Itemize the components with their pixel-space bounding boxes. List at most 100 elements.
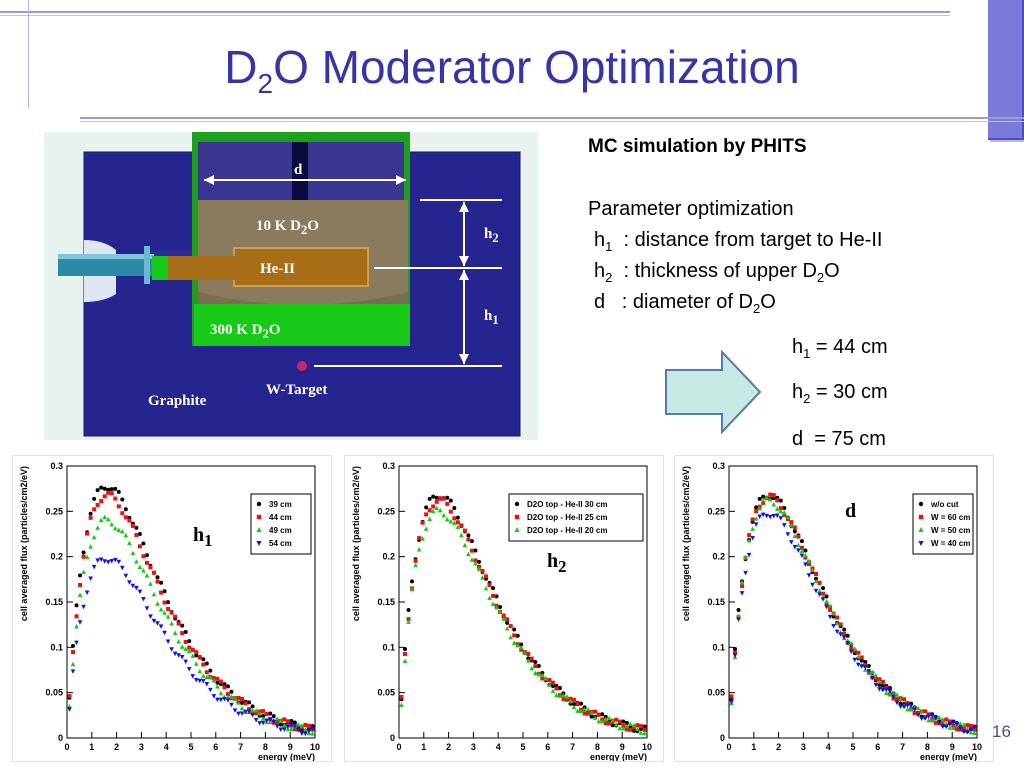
- data-point: [894, 697, 899, 702]
- data-point: [940, 717, 946, 722]
- legend-entry: W = 50 cm: [931, 526, 970, 535]
- data-point: [803, 548, 808, 553]
- data-point: [469, 539, 474, 544]
- data-point: [902, 697, 907, 702]
- data-point: [778, 508, 784, 513]
- data-point: [968, 729, 974, 735]
- data-point: [148, 581, 153, 586]
- data-point: [71, 643, 76, 648]
- data-point: [194, 650, 199, 655]
- d-label: d: [294, 162, 303, 178]
- data-point: [406, 617, 411, 622]
- data-point: [747, 533, 752, 538]
- data-point: [98, 557, 104, 562]
- data-point: [250, 712, 255, 718]
- h1-label: h1: [484, 308, 499, 327]
- data-point: [204, 674, 210, 679]
- data-point: [292, 727, 297, 732]
- data-point: [512, 627, 517, 632]
- y-tick-label: 0.3: [50, 461, 63, 471]
- param-h2: h2 : thickness of upper D2O: [594, 260, 840, 285]
- data-point: [771, 514, 777, 519]
- data-point: [250, 704, 255, 709]
- data-point: [540, 672, 545, 678]
- data-point: [821, 591, 826, 596]
- data-point: [434, 495, 439, 500]
- data-point: [628, 721, 633, 727]
- data-point: [842, 631, 847, 636]
- data-point: [113, 486, 118, 491]
- data-point: [508, 624, 513, 629]
- data-point: [281, 727, 287, 732]
- y-tick-label: 0.2: [712, 552, 725, 562]
- data-point: [803, 555, 808, 560]
- data-point: [617, 725, 623, 731]
- data-point: [399, 702, 404, 707]
- data-point: [271, 719, 277, 725]
- data-point: [289, 722, 294, 728]
- data-point: [232, 708, 238, 713]
- data-point: [176, 639, 181, 644]
- data-point: [757, 514, 762, 519]
- data-point: [102, 559, 107, 564]
- legend-entry: D2O top - He-II 20 cm: [527, 526, 607, 535]
- data-point: [151, 591, 157, 597]
- y-axis-label: cell averaged flux (particles/cm2/eV): [351, 466, 361, 621]
- data-point: [134, 533, 139, 538]
- data-point: [91, 564, 97, 570]
- plot-d: 0 1 2 3 4 5 6 7 8 9 10 0 0.05 0.1 0.15 0.2 0.25 0.3 energy…: [674, 455, 994, 762]
- result-arrow-icon: [665, 350, 762, 434]
- legend-box: [508, 493, 644, 542]
- data-point: [299, 731, 305, 737]
- data-point: [572, 702, 577, 707]
- data-point: [764, 494, 769, 500]
- data-point: [271, 714, 276, 719]
- data-point: [610, 717, 616, 723]
- data-point: [792, 525, 797, 530]
- data-point: [134, 585, 139, 591]
- data-point: [102, 494, 107, 499]
- data-point: [785, 514, 791, 520]
- data-point: [141, 541, 146, 546]
- title-underline: [80, 117, 1024, 119]
- data-point: [838, 622, 843, 627]
- data-point: [274, 716, 280, 721]
- data-point: [761, 494, 766, 499]
- data-point: [109, 521, 115, 527]
- legend-entry: D2O top - He-II 30 cm: [527, 500, 607, 509]
- y-tick-label: 0.25: [707, 506, 725, 516]
- data-point: [849, 646, 854, 651]
- data-point: [187, 639, 192, 644]
- warm-d2o: [194, 304, 410, 346]
- data-point: [505, 617, 510, 622]
- data-point: [631, 722, 637, 728]
- data-point: [424, 505, 429, 510]
- data-point: [750, 536, 755, 541]
- data-point: [190, 648, 195, 653]
- x-tick-label: 2: [776, 742, 781, 752]
- data-point: [753, 516, 759, 521]
- data-point: [99, 499, 104, 504]
- data-point: [968, 727, 974, 732]
- plot-h2-svg: 0 1 2 3 4 5 6 7 8 9 10 0 0.05 0.1 0.15 0.2 0.25 0.3 energy…: [351, 461, 652, 762]
- data-point: [947, 725, 953, 730]
- data-point: [158, 607, 164, 612]
- data-point: [88, 515, 93, 520]
- data-point: [197, 678, 203, 684]
- top-rule-thin: [0, 15, 950, 16]
- data-point: [81, 554, 86, 559]
- data-point: [253, 717, 259, 723]
- series-4: [729, 512, 977, 735]
- data-point: [638, 724, 643, 729]
- data-point: [299, 728, 304, 733]
- legend-entry: 44 cm: [269, 513, 292, 522]
- data-point: [246, 709, 252, 715]
- data-point: [159, 590, 164, 595]
- data-point: [462, 528, 467, 533]
- data-point: [866, 664, 871, 669]
- data-point: [296, 722, 301, 727]
- data-point: [739, 591, 745, 596]
- data-point: [922, 716, 928, 722]
- legend-marker: [256, 541, 262, 546]
- data-point: [134, 525, 139, 530]
